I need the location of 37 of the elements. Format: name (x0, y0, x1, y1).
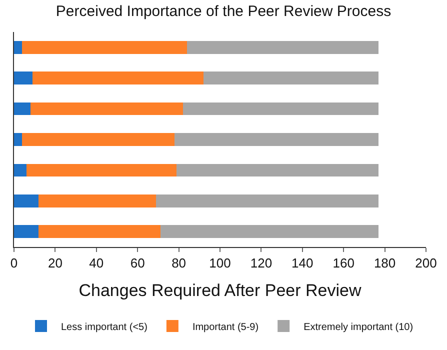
bar (14, 40, 22, 54)
bar (14, 102, 30, 116)
legend-label: Less important (<5) (61, 322, 148, 333)
bar (14, 133, 22, 146)
x-tick-label: 200 (415, 256, 437, 271)
x-tick-label: 40 (89, 256, 104, 271)
bar (22, 133, 175, 146)
bar (160, 225, 379, 238)
bar (156, 194, 379, 208)
bar (22, 40, 188, 54)
x-tick-label: 160 (332, 256, 354, 271)
bar (14, 194, 39, 208)
bar (182, 102, 379, 116)
bar (26, 164, 177, 177)
bar (176, 164, 379, 177)
legend-label: Important (5-9) (192, 322, 259, 333)
bar (38, 194, 156, 208)
x-axis-title: Changes Required After Peer Review (78, 281, 362, 300)
bar (187, 40, 379, 54)
bar (14, 72, 33, 85)
x-tick-label: 0 (10, 256, 18, 271)
legend-label: Extremely important (10) (304, 322, 414, 333)
x-tick-label: 120 (250, 256, 272, 271)
x-tick-label: 20 (48, 256, 62, 271)
x-tick-label: 60 (130, 256, 145, 271)
bar (32, 72, 204, 85)
bar (14, 164, 26, 177)
x-tick-label: 140 (292, 256, 314, 271)
x-tick-label: 180 (374, 256, 396, 271)
bar (38, 225, 160, 238)
bar (14, 225, 39, 238)
bar (174, 133, 379, 146)
chart-title: Perceived Importance of the Peer Review Process (56, 2, 392, 20)
x-tick-label: 100 (209, 256, 231, 271)
bar (30, 102, 183, 116)
x-tick-label: 80 (172, 256, 186, 271)
bar (204, 72, 379, 85)
